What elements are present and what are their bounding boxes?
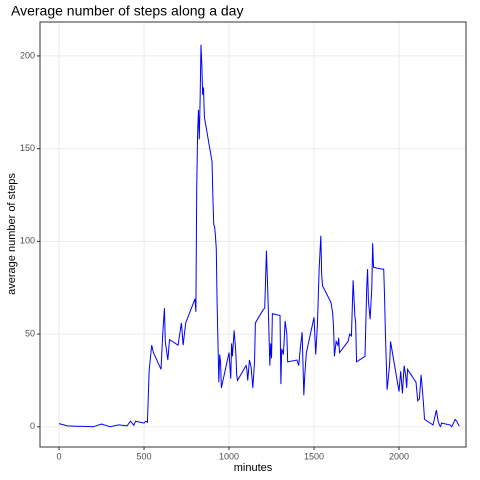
x-axis-title: minutes xyxy=(234,462,273,474)
data-line xyxy=(58,44,460,428)
x-tick-label: 1500 xyxy=(304,451,324,461)
chart-title: Average number of steps along a day xyxy=(11,3,243,19)
x-tick-label: 0 xyxy=(57,451,62,461)
x-tick-label: 2000 xyxy=(389,451,409,461)
y-tick-label: 200 xyxy=(20,50,35,60)
y-axis-title: average number of steps xyxy=(6,173,18,295)
x-tick-label: 1000 xyxy=(219,451,239,461)
x-tick-label: 500 xyxy=(137,451,152,461)
y-tick-label: 0 xyxy=(30,421,35,431)
y-tick-label: 150 xyxy=(20,143,35,153)
plot-panel xyxy=(40,22,466,447)
y-tick-label: 100 xyxy=(20,236,35,246)
y-tick-label: 50 xyxy=(25,328,35,338)
panel-border xyxy=(39,21,467,448)
